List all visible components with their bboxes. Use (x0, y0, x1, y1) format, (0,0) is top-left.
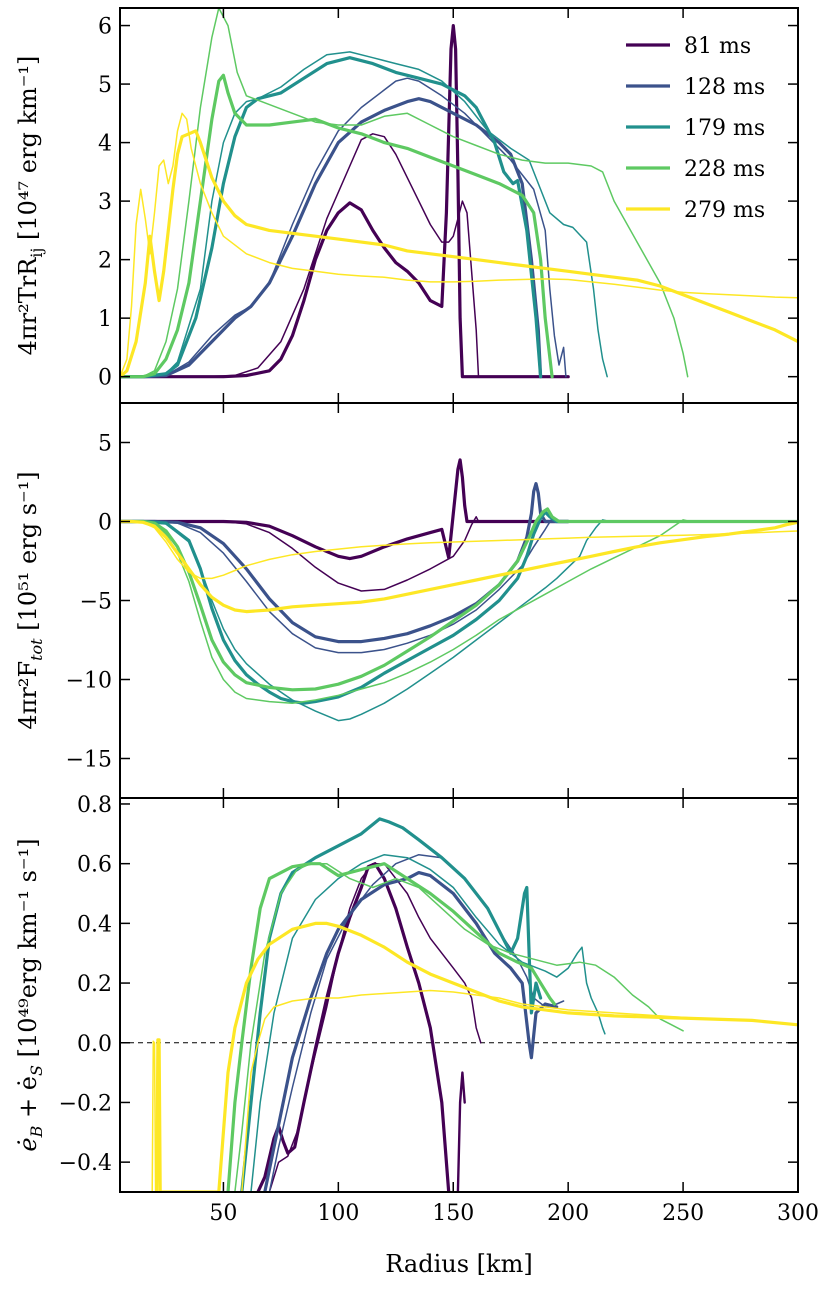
series-line-228-ms-thick (120, 507, 798, 692)
series-line-81-ms-thick (256, 862, 451, 1192)
x-tick-label: 200 (547, 1201, 589, 1226)
series-line-228-ms-thin (120, 519, 798, 704)
series-line-279-ms-thin (120, 520, 798, 580)
series-line-179-ms-thick (120, 56, 543, 379)
y-tick-label: −5 (80, 590, 112, 615)
series-line-228-ms-thin (120, 8, 689, 378)
legend-label: 228 ms (684, 157, 765, 182)
series-line-179-ms-thin (250, 853, 606, 1192)
series-line-279-ms-thick (120, 129, 798, 379)
panel-bottom-ticks: 0.8 0.6 0.4 0.2 0.0 −0.2 −0.4 50 100 150 200 250 300 (59, 793, 819, 1226)
legend-label: 128 ms (684, 75, 765, 100)
legend-label: 81 ms (684, 34, 751, 59)
series-line-128-ms-thick (120, 97, 543, 379)
series-line-128-ms-thick (120, 482, 570, 644)
series-line-81-ms-thick (120, 24, 570, 379)
series-line-179-ms-thick (240, 817, 543, 1192)
x-tick-label: 50 (209, 1201, 237, 1226)
series-line-81-ms-spike (456, 1071, 466, 1192)
y-tick-label: 3 (98, 190, 112, 215)
series-line-228-ms-thin (234, 862, 684, 1192)
panel-bottom-plot-area (120, 817, 798, 1192)
x-axis-label: Radius [km] (385, 1250, 532, 1278)
y-tick-label: −10 (66, 669, 112, 694)
panel-bottom-frame (119, 797, 799, 1193)
y-tick-label: 4 (98, 132, 112, 157)
panel-bottom: 0.8 0.6 0.4 0.2 0.0 −0.2 −0.4 50 100 150 200 250 300… (14, 793, 819, 1278)
series-line-81-ms-thin (120, 133, 569, 378)
series-line-228-ms-thick (120, 73, 554, 379)
y-tick-label: −0.2 (59, 1091, 112, 1116)
series-line-179-ms-thin (120, 51, 608, 378)
series-line-179-ms-thick (120, 510, 570, 705)
y-tick-label: −15 (66, 748, 112, 773)
y-tick-label: 0.8 (77, 793, 112, 818)
y-tick-label: 0.2 (77, 972, 112, 997)
series-line-228-ms-thick (226, 862, 556, 1192)
series-line-81-ms-thick (120, 458, 570, 561)
y-tick-label: 0.4 (77, 912, 112, 937)
panel-top-plot-area (120, 8, 798, 379)
series-line-128-ms-thick (263, 871, 559, 1192)
y-tick-label: −0.4 (59, 1151, 112, 1176)
y-tick-label: 5 (98, 432, 112, 457)
legend-label: 279 ms (684, 198, 765, 223)
panel-middle-ticks: 5 0 −5 −10 −15 (66, 403, 799, 798)
y-tick-label: 0.6 (77, 853, 112, 878)
x-tick-label: 100 (317, 1201, 359, 1226)
legend: 81 ms 128 ms 179 ms 228 ms 279 ms (626, 34, 765, 223)
series-line-279-ms-thick (155, 921, 798, 1192)
series-line-128-ms-thin (268, 853, 565, 1192)
series-line-279-ms-thin (151, 989, 798, 1192)
legend-label: 179 ms (684, 116, 765, 141)
x-tick-label: 300 (777, 1201, 819, 1226)
panel-middle-ylabel: 4πr²Ftot [10⁵¹ erg s⁻¹] (14, 471, 46, 729)
y-tick-label: 0.0 (77, 1032, 112, 1057)
series-line-179-ms-thin (120, 519, 798, 722)
y-tick-label: 5 (98, 73, 112, 98)
y-tick-label: 0 (98, 511, 112, 536)
panel-middle: 5 0 −5 −10 −15 4πr²Ftot [10⁵¹ erg s⁻¹] (14, 402, 799, 799)
y-tick-label: 6 (98, 15, 112, 40)
y-tick-label: 1 (98, 307, 112, 332)
series-line-279-ms-thick (120, 519, 798, 614)
y-tick-label: 2 (98, 249, 112, 274)
panel-top-ticks: 0 1 2 3 4 5 6 (98, 8, 799, 403)
x-tick-label: 150 (432, 1201, 474, 1226)
panel-middle-plot-area (120, 458, 798, 722)
series-line-81-ms-thin (120, 516, 569, 592)
x-tick-label: 250 (662, 1201, 704, 1226)
panel-top-ylabel: 4πr²TrRij [10⁴⁷ erg km⁻¹] (14, 56, 46, 356)
y-tick-label: 0 (98, 366, 112, 391)
series-line-128-ms-thin (120, 517, 569, 654)
panel-top: 0 1 2 3 4 5 6 4πr²TrRij [10⁴⁷ erg km⁻¹] 81 ms 1… (14, 7, 799, 404)
panel-bottom-ylabel: ėB + ėS [10⁴⁹erg km⁻¹ s⁻¹] (14, 838, 46, 1151)
series-line-279-ms-thin (120, 112, 798, 378)
